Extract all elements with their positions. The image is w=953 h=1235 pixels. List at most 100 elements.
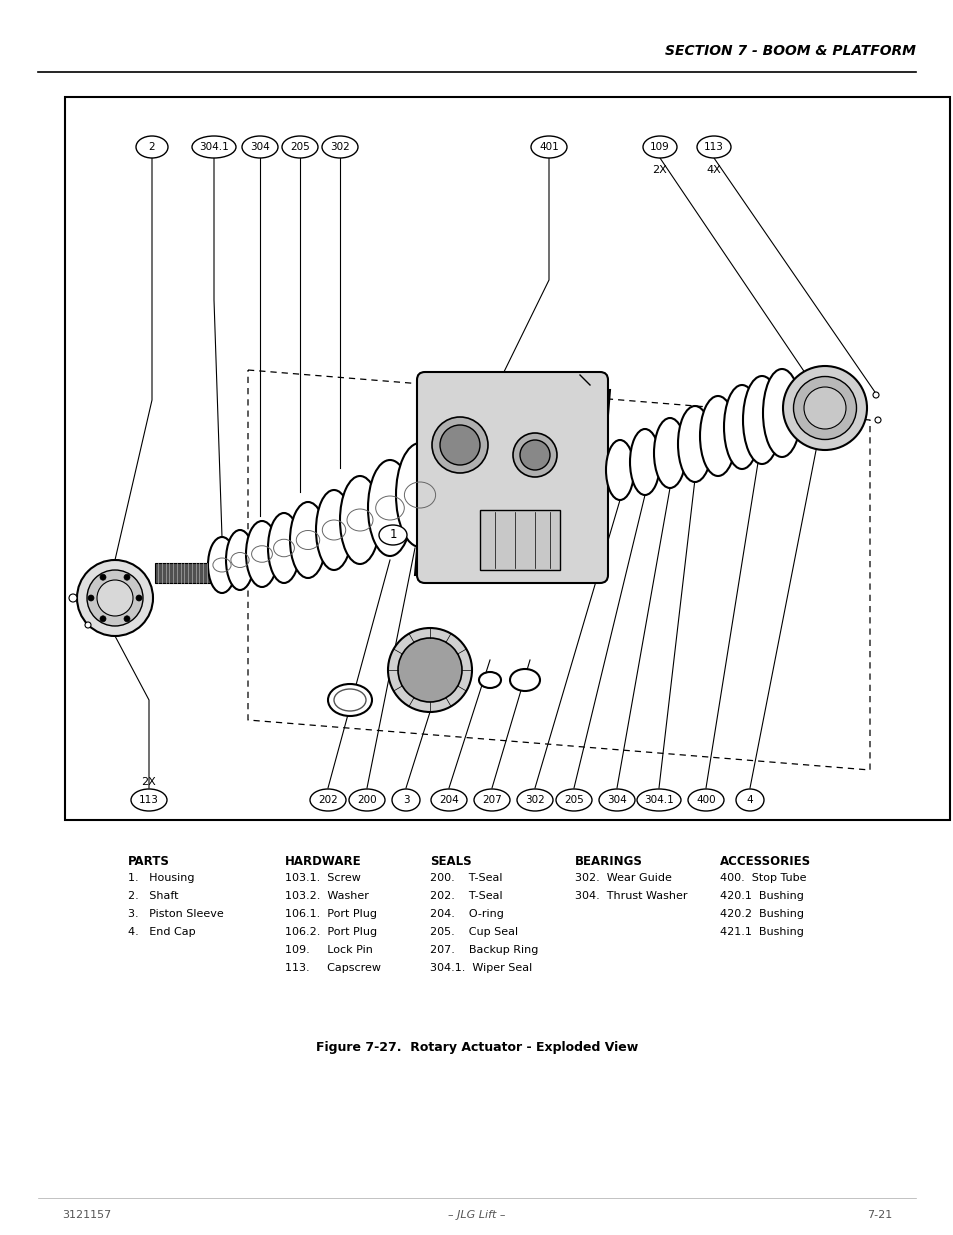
- Ellipse shape: [762, 369, 801, 457]
- Ellipse shape: [290, 501, 326, 578]
- Circle shape: [803, 387, 845, 429]
- Ellipse shape: [735, 789, 763, 811]
- Ellipse shape: [378, 525, 407, 545]
- Text: 202.    T-Seal: 202. T-Seal: [430, 890, 502, 902]
- Text: 420.1  Bushing: 420.1 Bushing: [720, 890, 803, 902]
- Ellipse shape: [395, 443, 443, 547]
- Ellipse shape: [268, 513, 299, 583]
- Text: 207.    Backup Ring: 207. Backup Ring: [430, 945, 537, 955]
- Text: PARTS: PARTS: [128, 855, 170, 868]
- Circle shape: [100, 574, 106, 580]
- Text: 113: 113: [703, 142, 723, 152]
- Ellipse shape: [742, 375, 781, 464]
- Bar: [65, 98, 949, 820]
- Ellipse shape: [208, 537, 235, 593]
- Circle shape: [136, 595, 142, 601]
- Ellipse shape: [556, 789, 592, 811]
- Text: 4X: 4X: [706, 165, 720, 175]
- Ellipse shape: [517, 789, 553, 811]
- Ellipse shape: [392, 789, 419, 811]
- Text: 204.    O-ring: 204. O-ring: [430, 909, 503, 919]
- Ellipse shape: [605, 440, 634, 500]
- Text: ACCESSORIES: ACCESSORIES: [720, 855, 810, 868]
- Ellipse shape: [637, 789, 680, 811]
- Text: – JLG Lift –: – JLG Lift –: [448, 1210, 505, 1220]
- Ellipse shape: [654, 417, 685, 488]
- Circle shape: [519, 440, 550, 471]
- Text: 302: 302: [330, 142, 350, 152]
- Circle shape: [100, 616, 106, 621]
- Text: 113: 113: [139, 795, 159, 805]
- FancyBboxPatch shape: [416, 372, 607, 583]
- Text: 400: 400: [696, 795, 715, 805]
- Text: HARDWARE: HARDWARE: [285, 855, 361, 868]
- Ellipse shape: [310, 789, 346, 811]
- Ellipse shape: [328, 684, 372, 716]
- Text: 3.   Piston Sleeve: 3. Piston Sleeve: [128, 909, 224, 919]
- Text: 3121157: 3121157: [62, 1210, 112, 1220]
- Circle shape: [432, 417, 488, 473]
- Text: 207: 207: [481, 795, 501, 805]
- Text: Figure 7-27.  Rotary Actuator - Exploded View: Figure 7-27. Rotary Actuator - Exploded …: [315, 1041, 638, 1055]
- Text: 2X: 2X: [141, 777, 156, 787]
- Text: 302: 302: [524, 795, 544, 805]
- Circle shape: [87, 571, 143, 626]
- Text: 205.    Cup Seal: 205. Cup Seal: [430, 927, 517, 937]
- Ellipse shape: [642, 136, 677, 158]
- Circle shape: [97, 580, 132, 616]
- Ellipse shape: [531, 136, 566, 158]
- Ellipse shape: [282, 136, 317, 158]
- Circle shape: [439, 425, 479, 466]
- Ellipse shape: [246, 521, 277, 587]
- Text: 2X: 2X: [652, 165, 667, 175]
- Text: 106.1.  Port Plug: 106.1. Port Plug: [285, 909, 376, 919]
- Text: BEARINGS: BEARINGS: [575, 855, 642, 868]
- Text: 401: 401: [538, 142, 558, 152]
- Text: 200: 200: [356, 795, 376, 805]
- Circle shape: [782, 366, 866, 450]
- Text: 109.     Lock Pin: 109. Lock Pin: [285, 945, 373, 955]
- Text: 2: 2: [149, 142, 155, 152]
- Circle shape: [69, 594, 77, 601]
- Text: 103.2.  Washer: 103.2. Washer: [285, 890, 369, 902]
- Text: 421.1  Bushing: 421.1 Bushing: [720, 927, 803, 937]
- Text: 103.1.  Screw: 103.1. Screw: [285, 873, 360, 883]
- Ellipse shape: [322, 136, 357, 158]
- Ellipse shape: [510, 669, 539, 692]
- Text: 204: 204: [438, 795, 458, 805]
- Circle shape: [872, 391, 878, 398]
- Text: 202: 202: [317, 795, 337, 805]
- Text: 400.  Stop Tube: 400. Stop Tube: [720, 873, 805, 883]
- Circle shape: [793, 377, 856, 440]
- Text: SEALS: SEALS: [430, 855, 471, 868]
- Text: 304.1.  Wiper Seal: 304.1. Wiper Seal: [430, 963, 532, 973]
- Ellipse shape: [431, 789, 467, 811]
- Text: 420.2  Bushing: 420.2 Bushing: [720, 909, 803, 919]
- Ellipse shape: [700, 396, 735, 475]
- Circle shape: [124, 574, 130, 580]
- Text: 304.  Thrust Washer: 304. Thrust Washer: [575, 890, 687, 902]
- Ellipse shape: [478, 672, 500, 688]
- Bar: [479, 510, 559, 571]
- Ellipse shape: [678, 406, 711, 482]
- Ellipse shape: [629, 429, 659, 495]
- Text: 106.2.  Port Plug: 106.2. Port Plug: [285, 927, 376, 937]
- Ellipse shape: [242, 136, 277, 158]
- Text: 4.   End Cap: 4. End Cap: [128, 927, 195, 937]
- Circle shape: [124, 616, 130, 621]
- Ellipse shape: [339, 475, 379, 564]
- Text: 109: 109: [649, 142, 669, 152]
- Text: 302.  Wear Guide: 302. Wear Guide: [575, 873, 671, 883]
- Text: 304: 304: [250, 142, 270, 152]
- Circle shape: [77, 559, 152, 636]
- Text: 304.1: 304.1: [199, 142, 229, 152]
- Circle shape: [85, 622, 91, 629]
- Text: 1: 1: [389, 529, 396, 541]
- Circle shape: [388, 629, 472, 713]
- Ellipse shape: [368, 459, 412, 556]
- Polygon shape: [415, 390, 609, 576]
- Text: 2.   Shaft: 2. Shaft: [128, 890, 178, 902]
- Ellipse shape: [192, 136, 235, 158]
- Ellipse shape: [136, 136, 168, 158]
- Ellipse shape: [226, 530, 253, 590]
